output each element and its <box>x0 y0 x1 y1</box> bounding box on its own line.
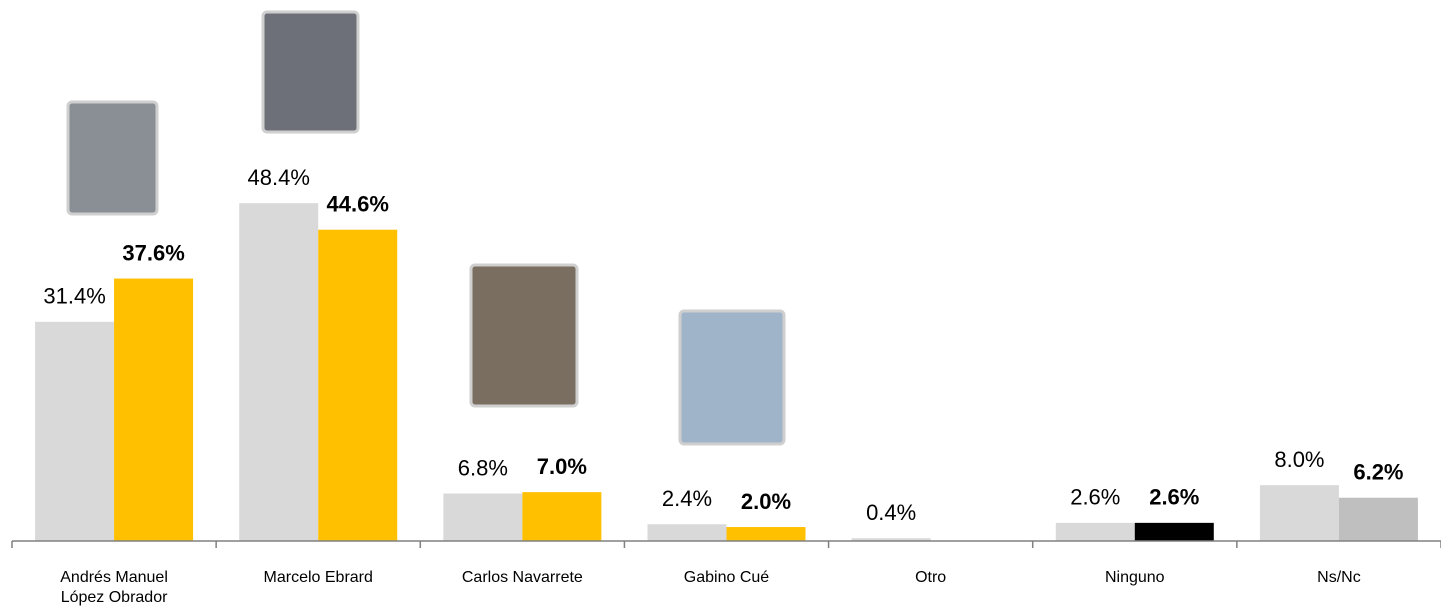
data-label: 48.4% <box>248 165 310 190</box>
bar <box>114 278 194 541</box>
x-tick-label: Marcelo Ebrard <box>263 569 373 586</box>
bar <box>1055 522 1135 541</box>
photo <box>261 10 360 134</box>
bar <box>1338 497 1418 541</box>
bar <box>443 493 523 541</box>
bar <box>239 203 319 541</box>
bar <box>318 229 398 541</box>
bar <box>851 538 931 541</box>
data-label: 31.4% <box>43 284 105 309</box>
data-label: 44.6% <box>327 192 389 217</box>
bar <box>647 524 727 541</box>
photo <box>469 263 579 408</box>
x-tick-label: Ns/Nc <box>1317 569 1361 586</box>
data-label: 6.2% <box>1353 460 1403 485</box>
x-tick-label: Otro <box>915 569 947 586</box>
photos <box>66 10 786 446</box>
x-tick-label: Carlos Navarrete <box>461 569 583 586</box>
data-label: 7.0% <box>537 454 587 479</box>
data-label: 2.6% <box>1149 485 1199 510</box>
x-tick-label: Gabino Cué <box>683 569 770 586</box>
data-label: 6.8% <box>458 455 508 480</box>
x-tick-label: Andrés Manuel López Obrador <box>60 569 168 606</box>
bar <box>726 527 806 541</box>
x-tick-label: Ninguno <box>1104 569 1165 586</box>
data-label: 2.4% <box>662 486 712 511</box>
data-label: 37.6% <box>122 240 184 265</box>
bar <box>35 321 115 541</box>
data-label: 0.4% <box>866 500 916 525</box>
bar <box>1134 522 1214 541</box>
data-label: 8.0% <box>1274 447 1324 472</box>
data-label: 2.0% <box>741 489 791 514</box>
bar <box>522 492 602 541</box>
bar <box>1259 485 1339 541</box>
photo <box>678 309 786 446</box>
data-label: 2.6% <box>1070 485 1120 510</box>
photo <box>66 100 159 216</box>
